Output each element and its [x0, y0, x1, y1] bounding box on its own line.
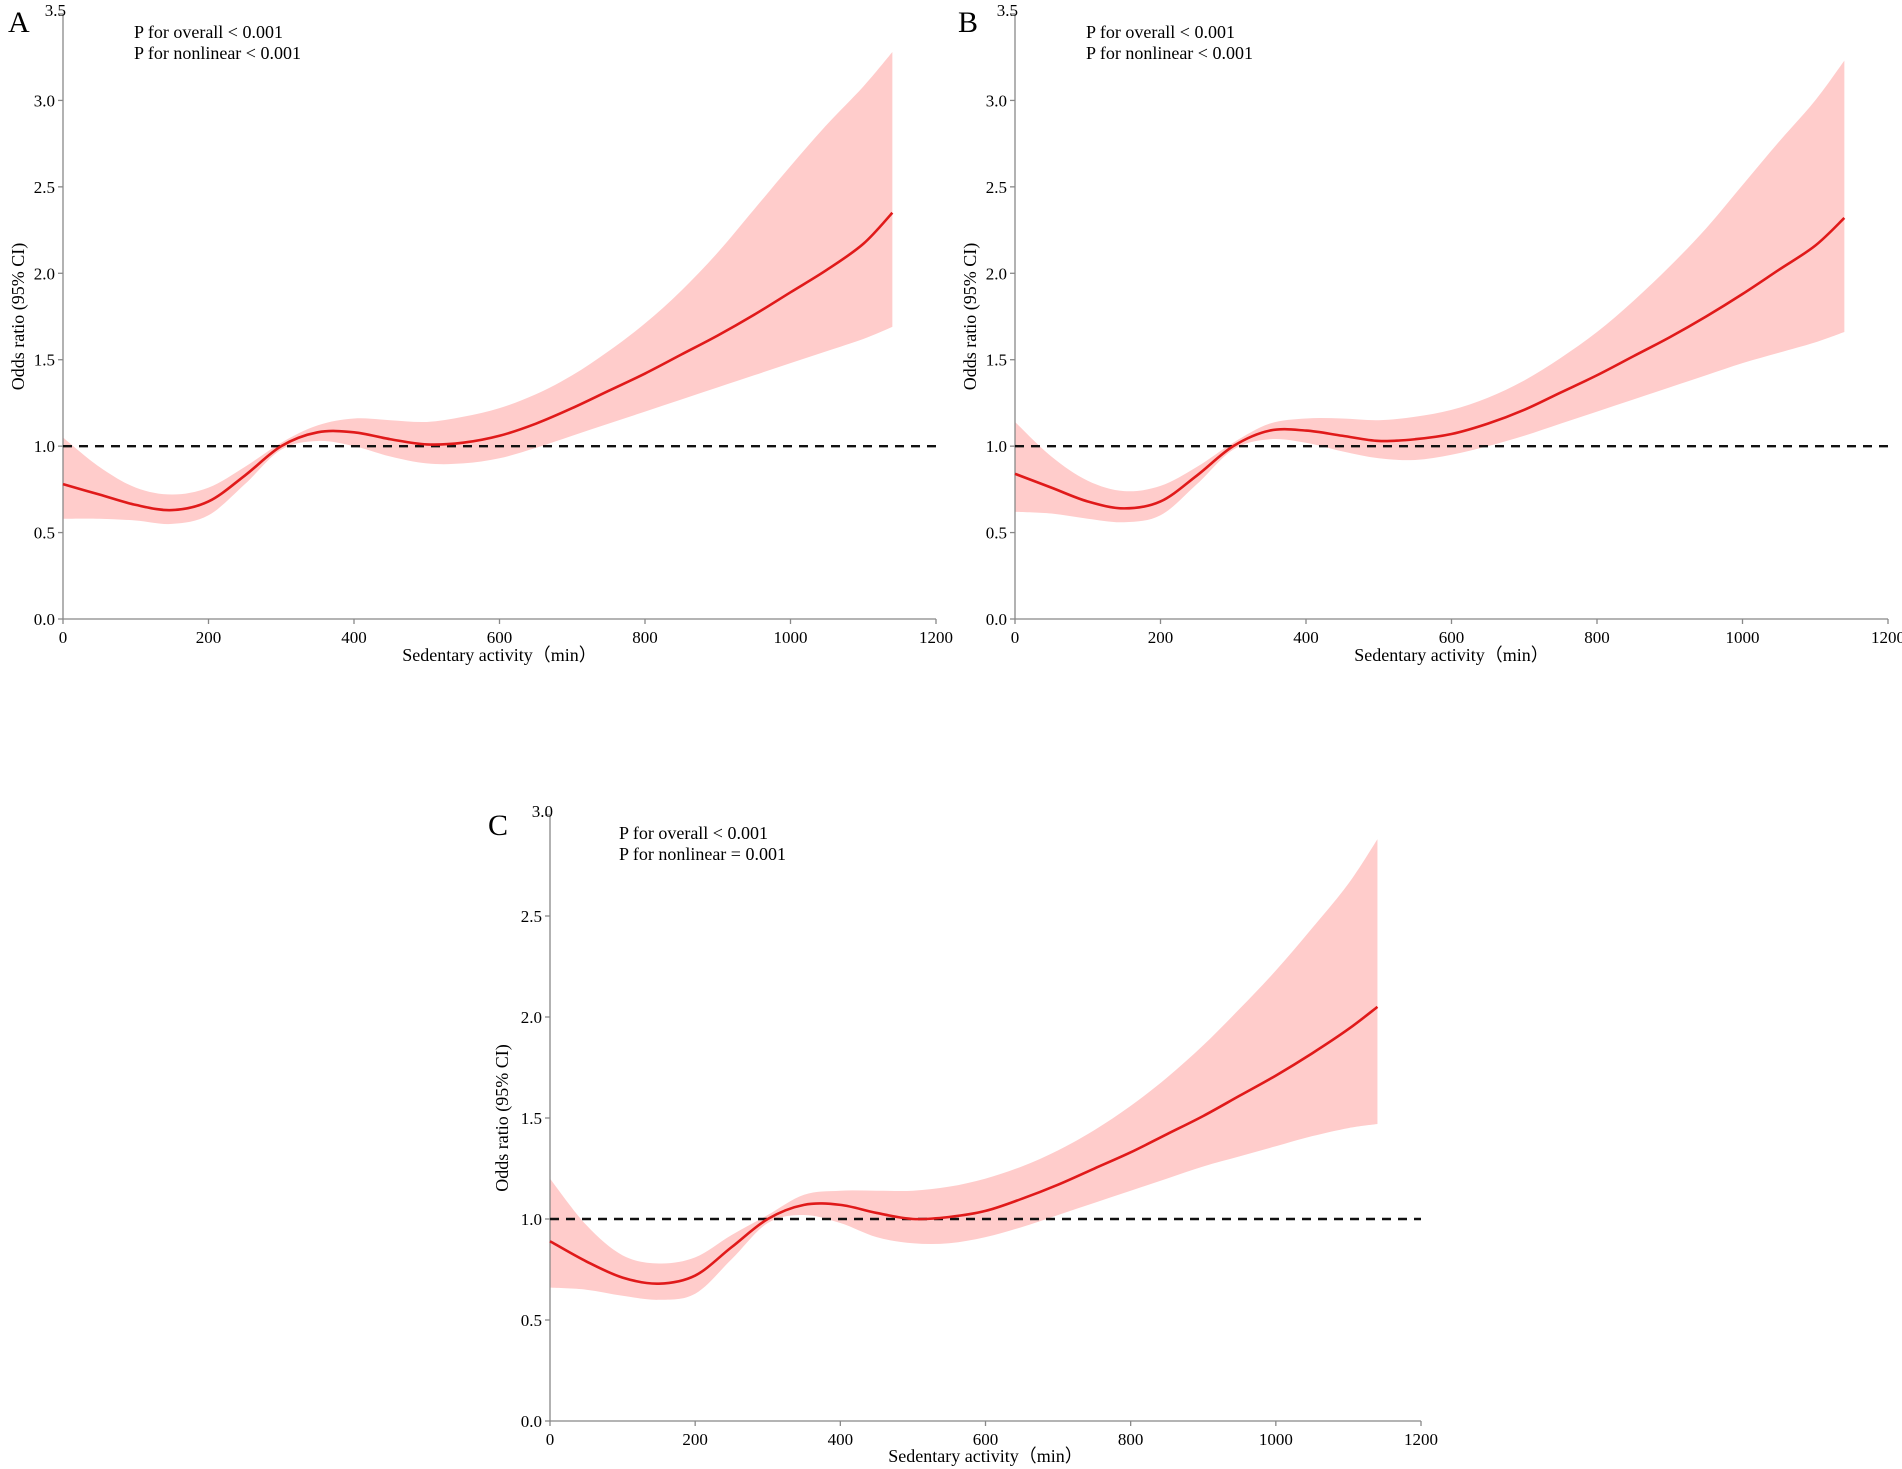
y-tick-label: 2.5 — [986, 178, 1007, 197]
x-tick-label: 800 — [1584, 628, 1610, 647]
x-tick-label: 400 — [828, 1430, 854, 1449]
y-axis-label: Odds ratio (95% CI) — [492, 1044, 513, 1191]
odds-ratio-line — [1014, 217, 1846, 510]
y-tick-label: 1.5 — [986, 351, 1007, 370]
y-tick-label: 2.0 — [986, 264, 1007, 283]
x-tick-label: 800 — [1118, 1430, 1144, 1449]
x-tick-label: 400 — [341, 628, 367, 647]
x-tick-label: 400 — [1293, 628, 1319, 647]
x-tick-label: 1000 — [1259, 1430, 1293, 1449]
panel-c: 0.0 0.5 1.0 1.5 2.0 2.5 3.0 0 200 400 600 800 1000 12… — [488, 802, 1438, 1466]
panel-letter: A — [8, 6, 30, 39]
p-value-annotation: P for nonlinear < 0.001 — [1086, 43, 1253, 63]
y-tick-label: 3.5 — [997, 1, 1018, 20]
ci-band — [63, 52, 893, 525]
y-tick-label: 0.0 — [986, 610, 1007, 629]
y-tick-label: 2.0 — [521, 1008, 542, 1027]
x-tick-label: 600 — [973, 1430, 999, 1449]
y-tick-label: 1.5 — [34, 351, 55, 370]
x-axis-label: Sedentary activity（min） — [1354, 645, 1548, 665]
y-tick-label: 3.0 — [34, 91, 55, 110]
y-tick-label: 3.0 — [986, 91, 1007, 110]
p-value-annotation: P for overall < 0.001 — [619, 823, 768, 843]
p-value-annotation: P for nonlinear < 0.001 — [134, 43, 301, 63]
panel-a: 0.0 0.5 1.0 1.5 2.0 2.5 3.0 3.5 0 200 400 600 800 100… — [8, 1, 953, 665]
x-tick-label: 0 — [59, 628, 68, 647]
x-tick-label: 200 — [682, 1430, 708, 1449]
x-tick-label: 200 — [196, 628, 222, 647]
y-tick-label: 1.0 — [521, 1210, 542, 1229]
x-tick-label: 1200 — [1404, 1430, 1438, 1449]
y-tick-label: 2.5 — [34, 178, 55, 197]
x-axis-label: Sedentary activity（min） — [888, 1446, 1082, 1466]
panel-letter: B — [958, 6, 978, 39]
y-tick-label: 3.0 — [532, 802, 553, 821]
x-tick-label: 1200 — [919, 628, 953, 647]
x-axis-label: Sedentary activity（min） — [402, 645, 596, 665]
y-tick-label: 1.0 — [986, 437, 1007, 456]
ci-band — [550, 839, 1378, 1300]
panel-letter: C — [488, 809, 508, 842]
y-tick-label: 0.0 — [521, 1412, 542, 1431]
y-tick-label: 0.5 — [521, 1311, 542, 1330]
y-tick-label: 3.5 — [45, 1, 66, 20]
y-tick-label: 1.0 — [34, 437, 55, 456]
y-axis-label: Odds ratio (95% CI) — [8, 243, 29, 390]
x-tick-label: 0 — [546, 1430, 555, 1449]
y-tick-label: 2.0 — [34, 264, 55, 283]
y-tick-label: 1.5 — [521, 1109, 542, 1128]
x-tick-label: 200 — [1148, 628, 1174, 647]
y-tick-label: 0.5 — [986, 524, 1007, 543]
y-tick-label: 2.5 — [521, 907, 542, 926]
x-tick-label: 1000 — [1726, 628, 1760, 647]
y-tick-label: 0.0 — [34, 610, 55, 629]
p-value-annotation: P for nonlinear = 0.001 — [619, 844, 786, 864]
p-value-annotation: P for overall < 0.001 — [134, 22, 283, 42]
y-axis-label: Odds ratio (95% CI) — [960, 243, 981, 390]
p-value-annotation: P for overall < 0.001 — [1086, 22, 1235, 42]
x-tick-label: 1200 — [1871, 628, 1902, 647]
y-tick-label: 0.5 — [34, 524, 55, 543]
x-tick-label: 800 — [632, 628, 658, 647]
ci-band — [1015, 60, 1845, 523]
x-tick-label: 600 — [1439, 628, 1465, 647]
odds-ratio-line — [62, 211, 894, 512]
x-tick-label: 600 — [487, 628, 513, 647]
odds-ratio-line — [549, 1005, 1379, 1285]
x-tick-label: 1000 — [774, 628, 808, 647]
panel-b: 0.0 0.5 1.0 1.5 2.0 2.5 3.0 3.5 0 200 400 600 800 100… — [958, 1, 1902, 665]
x-tick-label: 0 — [1011, 628, 1020, 647]
